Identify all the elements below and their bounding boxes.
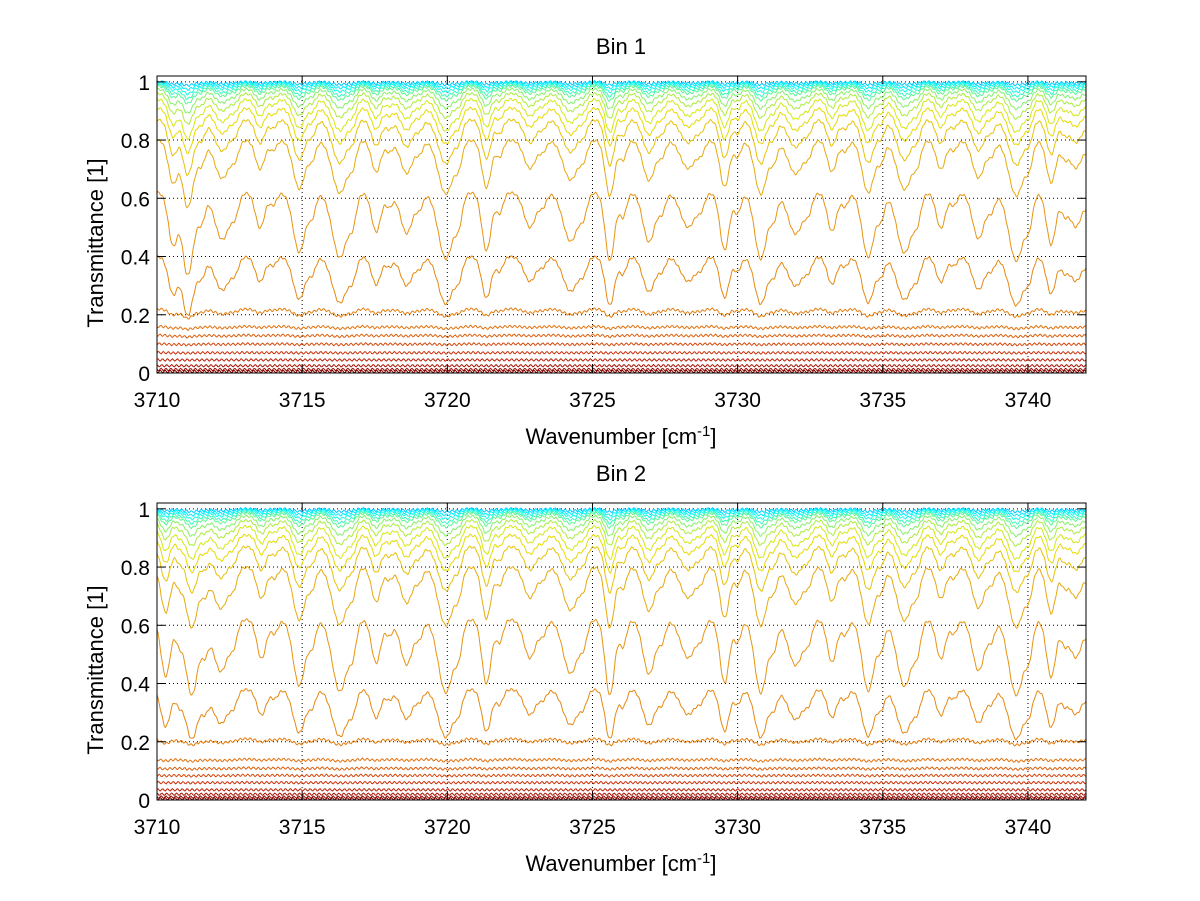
y-tick-label: 0.6: [121, 615, 150, 638]
x-axis-label: Wavenumber [cm-1]: [525, 423, 716, 449]
x-tick-label: 3725: [569, 816, 616, 839]
subplot-bin-1: Bin 1 3710 3715 3720 3725 3730 3735 3740 0 0.2 0.…: [83, 34, 1087, 449]
x-tick-label: 3735: [859, 816, 906, 839]
subplot-bin-2: Bin 2 3710 3715 3720 3725 3730 3735 3740 0 0.2 0.…: [83, 461, 1087, 876]
x-tick-label: 3715: [279, 816, 326, 839]
x-tick-label: 3720: [424, 389, 471, 412]
transmittance-series-line: [156, 565, 1087, 630]
transmittance-series-line: [156, 358, 1087, 362]
transmittance-series-line: [156, 508, 1087, 521]
transmittance-series-line: [156, 687, 1087, 741]
transmittance-series-line: [156, 369, 1087, 374]
y-tick-label: 0.6: [121, 188, 150, 211]
transmittance-series-line: [156, 138, 1087, 209]
x-tick-label: 3740: [1005, 816, 1052, 839]
transmittance-series-line: [156, 780, 1087, 785]
transmittance-series-line: [156, 788, 1087, 792]
transmittance-series-line: [156, 190, 1087, 275]
y-tick-label: 0.8: [121, 557, 150, 580]
transmittance-series-line: [156, 118, 1087, 177]
series-lines: [156, 507, 1087, 801]
tick-labels: 3710 3715 3720 3725 3730 3735 3740 0 0.2 0.4 0.6 0.…: [121, 499, 1086, 839]
transmittance-series-line: [156, 757, 1087, 763]
y-tick-label: 0.4: [121, 247, 151, 270]
x-tick-label: 3735: [859, 389, 906, 412]
transmittance-series-line: [156, 91, 1087, 126]
x-tick-label: 3715: [279, 389, 326, 412]
transmittance-series-line: [156, 524, 1087, 561]
axes-frame: [156, 502, 1087, 801]
transmittance-series-line: [156, 333, 1087, 339]
x-tick-label: 3730: [714, 816, 761, 839]
x-tick-label: 3710: [134, 816, 181, 839]
y-tick-label: 0: [138, 363, 150, 386]
transmittance-series-line: [156, 87, 1087, 114]
transmittance-series-line: [156, 342, 1087, 347]
subplot-title: Bin 1: [596, 34, 646, 59]
x-tick-label: 3740: [1005, 389, 1052, 412]
transmittance-series-line: [156, 518, 1087, 547]
x-tick-label: 3730: [714, 389, 761, 412]
y-tick-label: 0.8: [121, 130, 150, 153]
transmittance-series-line: [156, 81, 1087, 96]
y-tick-label: 0: [138, 790, 150, 813]
transmittance-series-line: [156, 84, 1087, 105]
grid-lines: [157, 76, 1086, 373]
series-lines: [156, 80, 1087, 374]
y-axis-label: Transmittance [1]: [83, 158, 108, 327]
transmittance-series-line: [156, 367, 1087, 372]
transmittance-series-line: [156, 773, 1087, 778]
y-axis-label: Transmittance [1]: [83, 585, 108, 754]
transmittance-series-line: [156, 324, 1087, 332]
x-tick-label: 3720: [424, 816, 471, 839]
y-tick-label: 1: [138, 499, 150, 522]
y-tick-label: 0.2: [121, 732, 150, 755]
transmittance-series-line: [156, 797, 1087, 801]
y-tick-label: 0.4: [121, 674, 151, 697]
axes-frame: [156, 75, 1087, 374]
x-tick-label: 3710: [134, 389, 181, 412]
y-tick-label: 0.2: [121, 305, 150, 328]
x-axis-label: Wavenumber [cm-1]: [525, 850, 716, 876]
transmittance-series-line: [156, 766, 1087, 772]
transmittance-series-line: [156, 533, 1087, 575]
transmittance-series-line: [156, 618, 1087, 697]
y-tick-label: 1: [138, 72, 150, 95]
transmittance-series-line: [156, 106, 1087, 155]
transmittance-series-line: [157, 510, 1087, 525]
transmittance-series-line: [156, 511, 1087, 530]
transmittance-series-line: [156, 514, 1087, 538]
transmittance-series-line: [156, 792, 1087, 797]
x-tick-label: 3725: [569, 389, 616, 412]
transmittance-series-line: [156, 350, 1087, 355]
subplot-title: Bin 2: [596, 461, 646, 486]
tick-labels: 3710 3715 3720 3725 3730 3735 3740 0 0.2 0.4 0.6 0.…: [121, 72, 1086, 412]
transmittance-series-line: [156, 83, 1087, 101]
transmittance-series-line: [156, 97, 1087, 141]
transmittance-series-line: [156, 737, 1087, 747]
transmittance-series-line: [156, 307, 1087, 320]
transmittance-series-line: [156, 545, 1087, 595]
transmittance-series-line: [156, 363, 1087, 368]
transmittance-series-line: [156, 255, 1087, 317]
